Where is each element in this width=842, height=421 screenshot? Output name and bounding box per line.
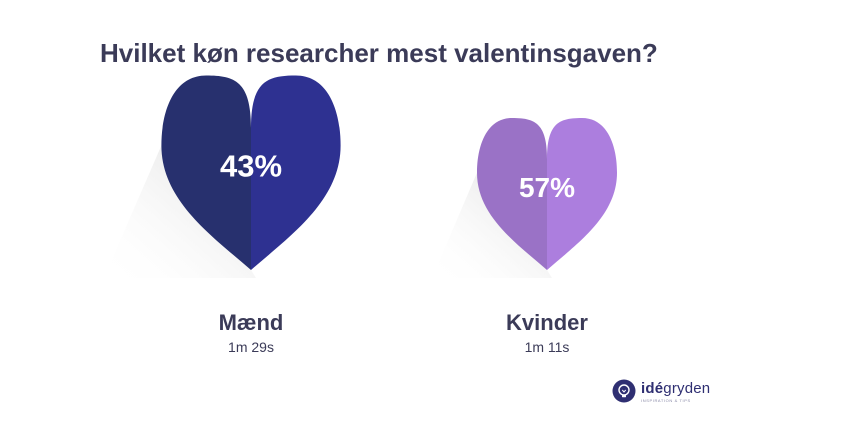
heart-shadow	[103, 145, 256, 278]
heart-shadow	[432, 172, 552, 278]
page-title: Hvilket køn researcher mest valentinsgav…	[100, 38, 658, 68]
value-label: 57%	[519, 172, 575, 203]
heart-kvinder: 57%	[432, 118, 617, 278]
value-label: 43%	[220, 149, 282, 184]
time-label-kvinder: 1m 11s	[524, 339, 570, 355]
idegryden-logo: idégryden INSPIRATION & TIPS	[612, 379, 732, 407]
logo-wordmark: idégryden	[641, 380, 710, 397]
heart-left-half	[161, 75, 251, 270]
category-label-mend: Mænd	[218, 310, 284, 335]
lightbulb-icon	[612, 379, 636, 403]
time-label-mend: 1m 29s	[228, 339, 274, 355]
heart-right-half	[251, 75, 341, 270]
heart-left-half	[477, 118, 547, 270]
logo-name-bold: idé	[641, 380, 664, 397]
heart-right-half	[547, 118, 617, 270]
heart-mend: 43%	[103, 75, 341, 278]
logo-name-rest: gryden	[663, 380, 711, 397]
category-label-kvinder: Kvinder	[506, 310, 588, 335]
logo-tagline: INSPIRATION & TIPS	[641, 398, 691, 403]
